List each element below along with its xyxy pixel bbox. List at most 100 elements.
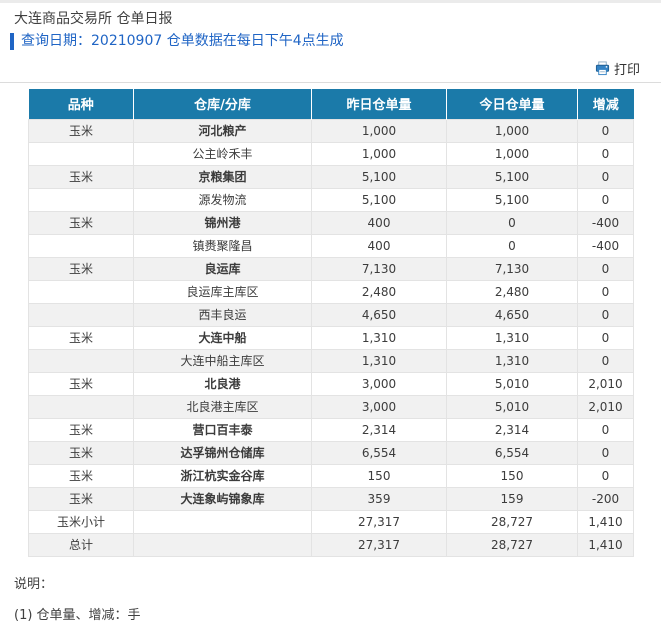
warehouse-cell: 京粮集团 xyxy=(133,164,312,189)
yesterday-volume-cell: 2,480 xyxy=(311,279,447,304)
table-row: 镇赉聚隆昌 400 0 -400 xyxy=(28,233,634,258)
table-header-row: 品种 仓库/分库 昨日仓单量 今日仓单量 增减 xyxy=(28,89,634,119)
today-volume-cell: 5,010 xyxy=(446,371,578,396)
variety-cell: 玉米 xyxy=(28,256,134,281)
query-date-line: 查询日期：20210907 仓单数据在每日下午4点生成 xyxy=(10,33,661,50)
today-volume-cell: 150 xyxy=(446,463,578,488)
today-volume-cell: 28,727 xyxy=(446,532,578,557)
yesterday-volume-cell: 150 xyxy=(311,463,447,488)
yesterday-volume-cell: 1,000 xyxy=(311,141,447,166)
warehouse-cell: 镇赉聚隆昌 xyxy=(133,233,312,258)
yesterday-volume-cell: 3,000 xyxy=(311,371,447,396)
yesterday-volume-cell: 27,317 xyxy=(311,532,447,557)
variety-cell: 玉米 xyxy=(28,210,134,235)
column-header-today-volume: 今日仓单量 xyxy=(446,89,578,119)
yesterday-volume-cell: 5,100 xyxy=(311,164,447,189)
table-row: 玉米 营口百丰泰 2,314 2,314 0 xyxy=(28,417,634,442)
today-volume-cell: 28,727 xyxy=(446,509,578,534)
warehouse-cell: 公主岭禾丰 xyxy=(133,141,312,166)
today-volume-cell: 2,480 xyxy=(446,279,578,304)
yesterday-volume-cell: 6,554 xyxy=(311,440,447,465)
change-cell: 0 xyxy=(577,164,634,189)
change-cell: 0 xyxy=(577,348,634,373)
change-cell: 0 xyxy=(577,463,634,488)
toolbar: 打印 xyxy=(0,59,640,78)
change-cell: 0 xyxy=(577,417,634,442)
yesterday-volume-cell: 1,310 xyxy=(311,325,447,350)
table-row: 玉米 浙江杭实金谷库 150 150 0 xyxy=(28,463,634,488)
yesterday-volume-cell: 359 xyxy=(311,486,447,511)
variety-cell xyxy=(28,348,134,373)
yesterday-volume-cell: 2,314 xyxy=(311,417,447,442)
today-volume-cell: 5,010 xyxy=(446,394,578,419)
yesterday-volume-cell: 1,310 xyxy=(311,348,447,373)
column-header-yesterday-volume: 昨日仓单量 xyxy=(311,89,447,119)
today-volume-cell: 1,310 xyxy=(446,325,578,350)
change-cell: 2,010 xyxy=(577,394,634,419)
today-volume-cell: 7,130 xyxy=(446,256,578,281)
notes-heading: 说明： xyxy=(14,576,54,592)
change-cell: 0 xyxy=(577,302,634,327)
change-cell: 0 xyxy=(577,118,634,143)
table-row: 玉米 大连象屿锦象库 359 159 -200 xyxy=(28,486,634,511)
table-row: 玉米 河北粮产 1,000 1,000 0 xyxy=(28,118,634,143)
warehouse-cell: 西丰良运 xyxy=(133,302,312,327)
today-volume-cell: 2,314 xyxy=(446,417,578,442)
warehouse-cell: 良运库主库区 xyxy=(133,279,312,304)
warehouse-cell: 源发物流 xyxy=(133,187,312,212)
query-date-text: 查询日期：20210907 仓单数据在每日下午4点生成 xyxy=(21,33,344,49)
warehouse-cell: 河北粮产 xyxy=(133,118,312,143)
warehouse-cell: 北良港 xyxy=(133,371,312,396)
printer-icon xyxy=(595,60,610,76)
yesterday-volume-cell: 27,317 xyxy=(311,509,447,534)
yesterday-volume-cell: 400 xyxy=(311,210,447,235)
table-row: 源发物流 5,100 5,100 0 xyxy=(28,187,634,212)
yesterday-volume-cell: 1,000 xyxy=(311,118,447,143)
table-row: 玉米 京粮集团 5,100 5,100 0 xyxy=(28,164,634,189)
change-cell: -400 xyxy=(577,210,634,235)
today-volume-cell: 159 xyxy=(446,486,578,511)
change-cell: 0 xyxy=(577,141,634,166)
change-cell: -400 xyxy=(577,233,634,258)
change-cell: 0 xyxy=(577,187,634,212)
table-row: 玉米小计 27,317 28,727 1,410 xyxy=(28,509,634,534)
column-header-change: 增减 xyxy=(577,89,634,119)
warehouse-cell xyxy=(133,532,312,557)
change-cell: 2,010 xyxy=(577,371,634,396)
warehouse-cell: 大连中船 xyxy=(133,325,312,350)
today-volume-cell: 1,310 xyxy=(446,348,578,373)
table-row: 总计 27,317 28,727 1,410 xyxy=(28,532,634,557)
variety-cell xyxy=(28,302,134,327)
change-cell: 0 xyxy=(577,279,634,304)
today-volume-cell: 0 xyxy=(446,210,578,235)
viewport-top-edge xyxy=(0,0,661,3)
yesterday-volume-cell: 7,130 xyxy=(311,256,447,281)
change-cell: 1,410 xyxy=(577,532,634,557)
warehouse-cell: 良运库 xyxy=(133,256,312,281)
table-row: 西丰良运 4,650 4,650 0 xyxy=(28,302,634,327)
yesterday-volume-cell: 4,650 xyxy=(311,302,447,327)
today-volume-cell: 4,650 xyxy=(446,302,578,327)
yesterday-volume-cell: 400 xyxy=(311,233,447,258)
today-volume-cell: 5,100 xyxy=(446,164,578,189)
variety-cell xyxy=(28,394,134,419)
table-row: 玉米 良运库 7,130 7,130 0 xyxy=(28,256,634,281)
variety-cell: 总计 xyxy=(28,532,134,557)
print-label: 打印 xyxy=(613,62,640,78)
variety-cell xyxy=(28,279,134,304)
today-volume-cell: 6,554 xyxy=(446,440,578,465)
variety-cell xyxy=(28,141,134,166)
page-title: 大连商品交易所 仓单日报 xyxy=(14,11,173,27)
variety-cell: 玉米 xyxy=(28,371,134,396)
change-cell: 0 xyxy=(577,256,634,281)
table-row: 良运库主库区 2,480 2,480 0 xyxy=(28,279,634,304)
table-row: 玉米 达孚锦州仓储库 6,554 6,554 0 xyxy=(28,440,634,465)
table-row: 公主岭禾丰 1,000 1,000 0 xyxy=(28,141,634,166)
variety-cell xyxy=(28,187,134,212)
print-button[interactable]: 打印 xyxy=(595,59,640,78)
today-volume-cell: 5,100 xyxy=(446,187,578,212)
table-body: 玉米 河北粮产 1,000 1,000 0 公主岭禾丰 1,000 1,000 … xyxy=(28,118,634,557)
change-cell: -200 xyxy=(577,486,634,511)
today-volume-cell: 0 xyxy=(446,233,578,258)
variety-cell xyxy=(28,233,134,258)
